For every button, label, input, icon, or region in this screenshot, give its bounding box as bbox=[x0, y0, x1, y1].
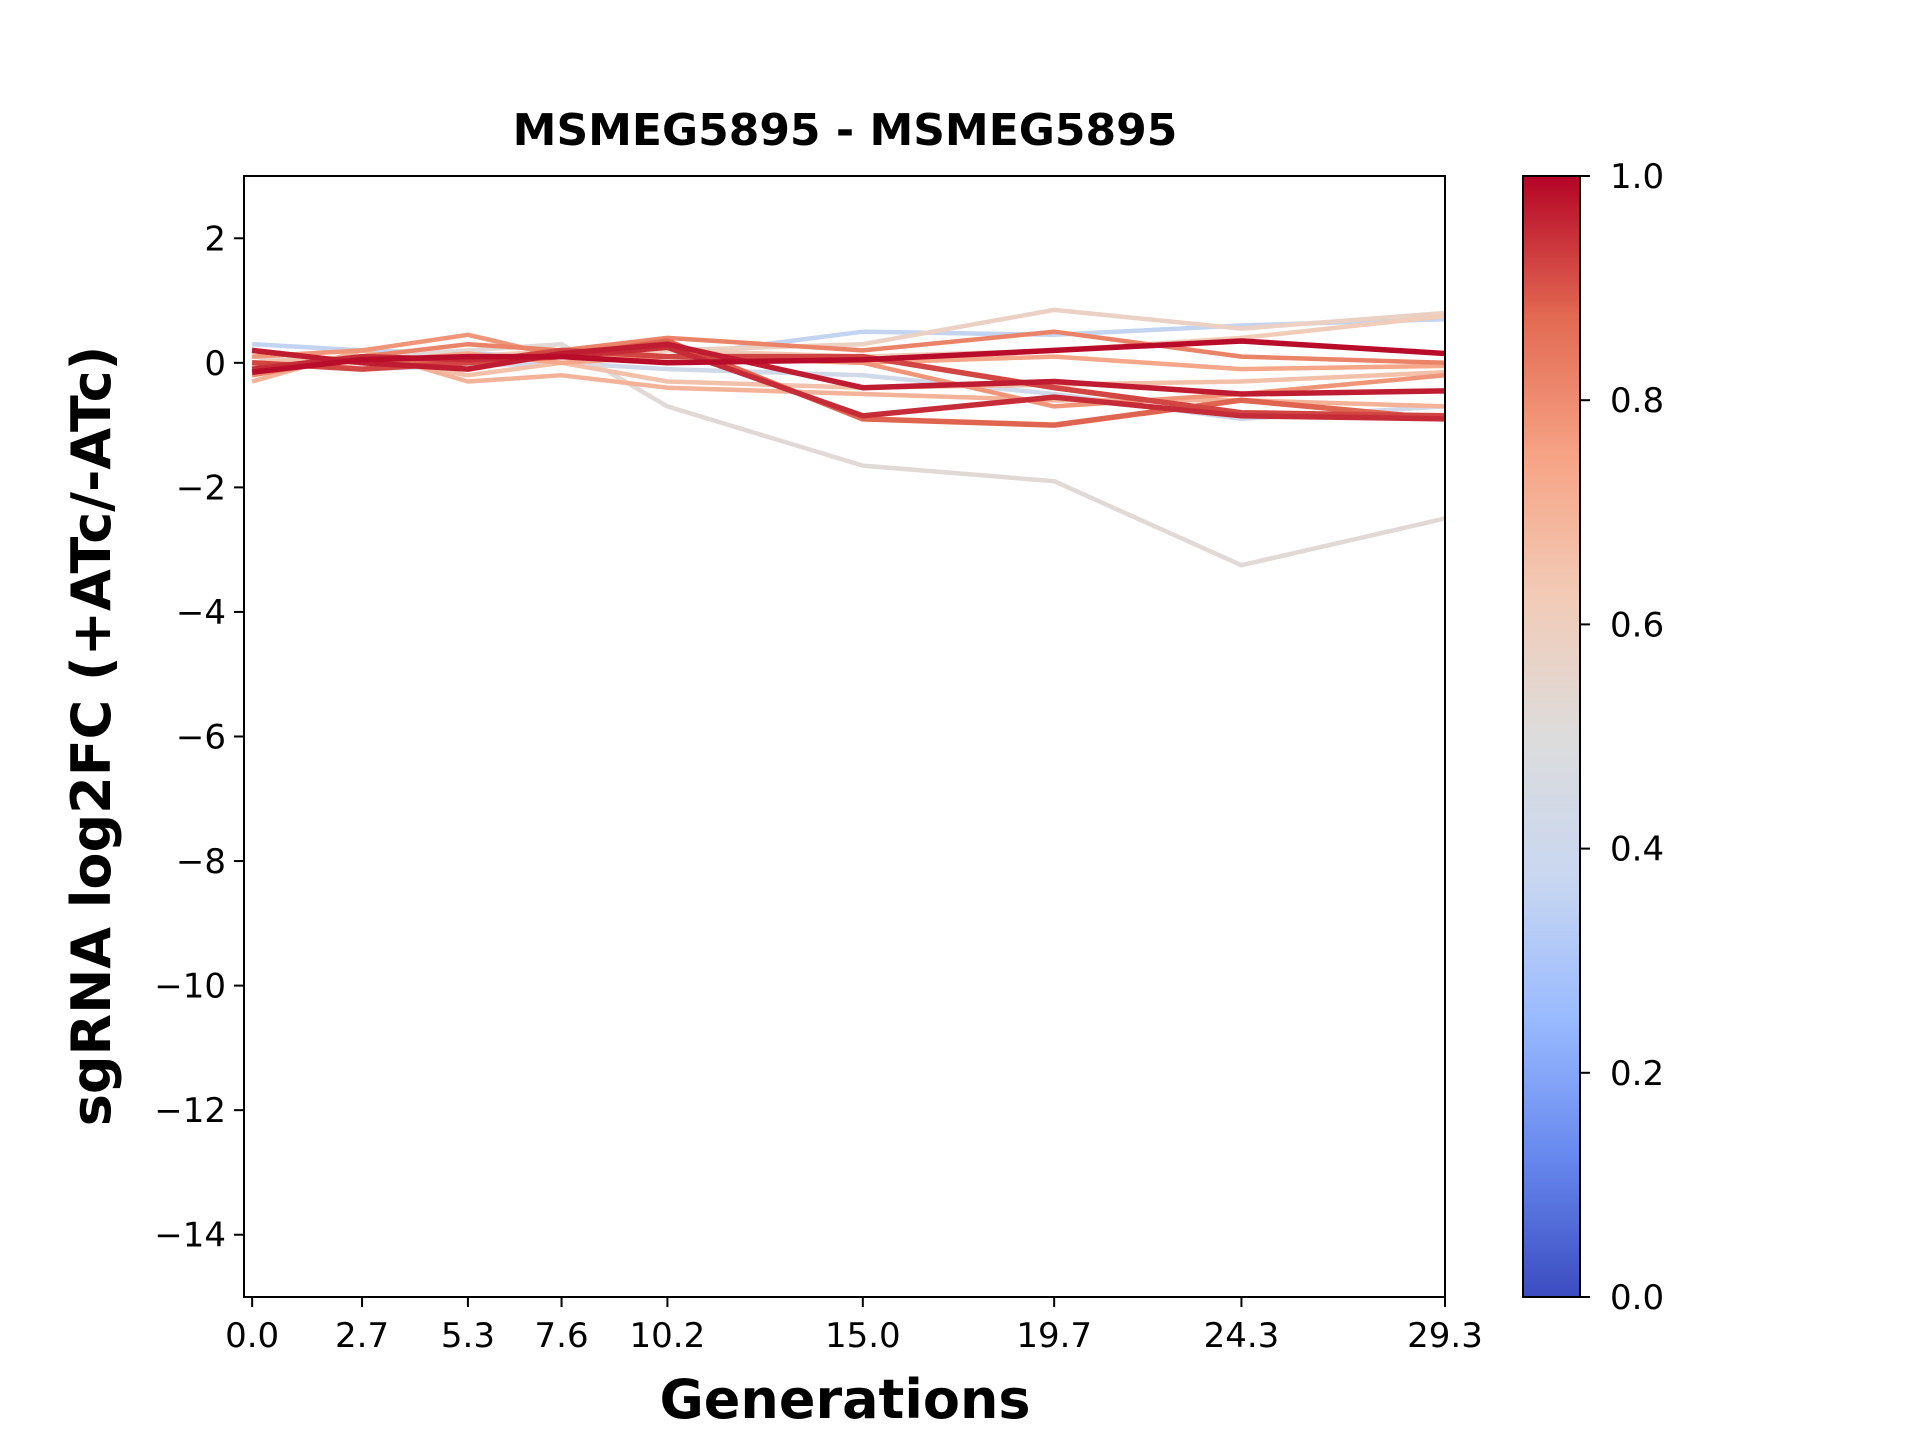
colorbar-tick-label: 0.0 bbox=[1610, 1278, 1664, 1318]
x-tick-label: 0.0 bbox=[225, 1316, 279, 1356]
x-tick-label: 10.2 bbox=[630, 1316, 706, 1356]
series-line-10 bbox=[251, 329, 1445, 378]
colorbar bbox=[1522, 175, 1581, 1298]
y-tick-label: −2 bbox=[176, 468, 226, 508]
x-tick-label: 5.3 bbox=[441, 1316, 495, 1356]
colorbar-tick-label: 0.4 bbox=[1610, 830, 1664, 870]
plot-lines bbox=[251, 307, 1445, 568]
y-tick-label: −6 bbox=[176, 718, 226, 758]
x-tick-label: 7.6 bbox=[535, 1316, 589, 1356]
y-tick-label: −12 bbox=[154, 1091, 226, 1131]
chart-title: MSMEG5895 - MSMEG5895 bbox=[513, 105, 1178, 156]
y-axis-label: sgRNA log2FC (+ATc/-ATc) bbox=[60, 346, 123, 1127]
y-tick-label: −10 bbox=[154, 967, 226, 1007]
y-tick-label: −4 bbox=[176, 593, 226, 633]
x-tick-label: 2.7 bbox=[335, 1316, 389, 1356]
series-line-15 bbox=[251, 338, 1445, 375]
colorbar-tick-label: 1.0 bbox=[1610, 157, 1664, 197]
colorbar-tick-label: 0.6 bbox=[1610, 605, 1664, 645]
y-tick-label: 2 bbox=[204, 219, 226, 259]
y-axis-ticks: 2 0 −2 −4 −6 −8 −10 −12 −14 bbox=[154, 219, 244, 1256]
series-line-14 bbox=[251, 341, 1445, 397]
colorbar-tick-label: 0.8 bbox=[1610, 381, 1664, 421]
colorbar-ticks: 0.0 0.2 0.4 0.6 0.8 1.0 bbox=[1580, 157, 1664, 1318]
y-tick-label: 0 bbox=[204, 344, 226, 384]
x-axis-ticks: 0.0 2.7 5.3 7.6 10.2 15.0 19.7 24.3 29.3 bbox=[225, 1297, 1483, 1356]
y-tick-label: −8 bbox=[176, 842, 226, 882]
colorbar-tick-label: 0.2 bbox=[1610, 1054, 1664, 1094]
x-tick-label: 15.0 bbox=[825, 1316, 901, 1356]
y-tick-label: −14 bbox=[154, 1216, 226, 1256]
x-tick-label: 19.7 bbox=[1016, 1316, 1092, 1356]
series-line-3 bbox=[251, 341, 1445, 568]
x-axis-label: Generations bbox=[659, 1368, 1030, 1431]
x-tick-label: 24.3 bbox=[1204, 1316, 1280, 1356]
x-tick-label: 29.3 bbox=[1407, 1316, 1483, 1356]
